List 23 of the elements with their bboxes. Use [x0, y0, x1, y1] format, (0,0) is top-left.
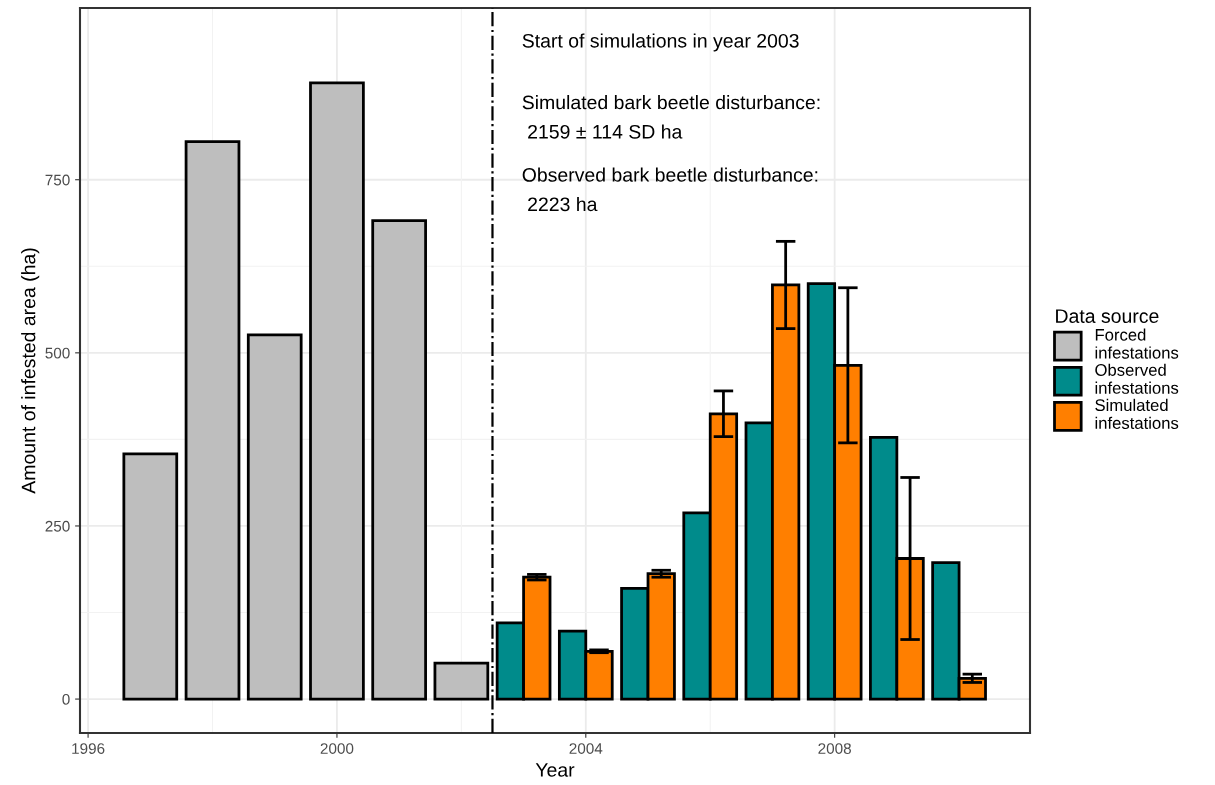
annotation: Start of simulations in year 2003 — [522, 33, 799, 52]
y-tick-label: 250 — [45, 520, 70, 532]
x-tick-label: 2000 — [320, 743, 354, 754]
bar — [122, 452, 179, 701]
y-tick-label: 750 — [45, 174, 70, 186]
bar — [184, 140, 241, 701]
annotation: Observed bark beetle disturbance: 2223 ha — [522, 167, 818, 212]
x-axis-title: Year — [535, 763, 575, 777]
x-tick-label: 1996 — [72, 743, 105, 754]
y-tick-label: 0 — [62, 693, 70, 705]
y-tick-label: 500 — [45, 347, 70, 359]
y-axis-title: Amount of infested area (ha) — [21, 248, 40, 494]
legend-label: Simulated infestations — [1095, 398, 1179, 429]
x-tick-label: 2008 — [818, 743, 851, 754]
legend-title: Data source — [1056, 309, 1159, 323]
bar — [309, 81, 365, 701]
legend-label: Forced infestations — [1095, 328, 1179, 359]
bar — [433, 661, 490, 701]
x-tick-label: 2004 — [569, 743, 603, 754]
annotation: Simulated bark beetle disturbance: 2159 ± 114 SD ha — [522, 95, 820, 139]
bar — [246, 333, 303, 701]
bar — [371, 219, 427, 701]
legend-label: Observed infestations — [1095, 363, 1179, 394]
